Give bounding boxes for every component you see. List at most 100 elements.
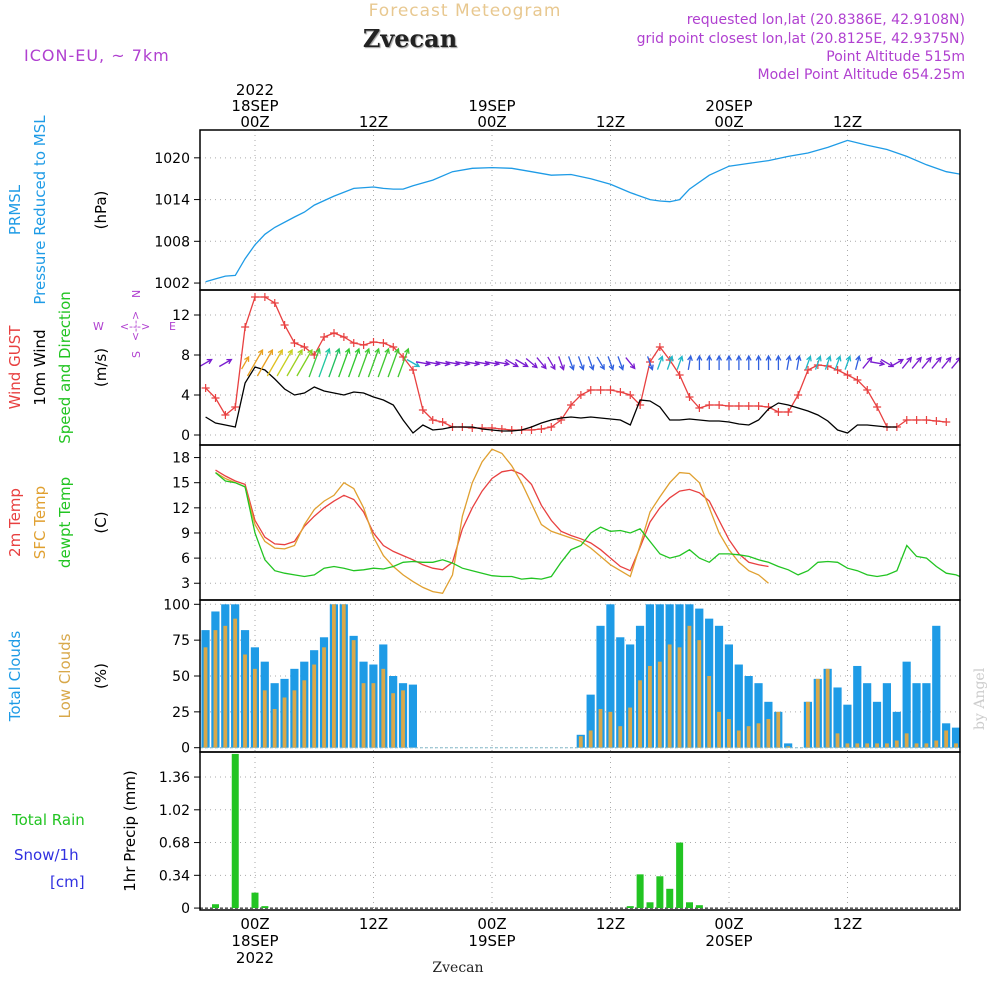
station-title: Zvecan <box>363 24 457 53</box>
y-tick-label: 4 <box>181 388 190 404</box>
wind-direction-arrow <box>795 354 802 371</box>
bar-total-cloud <box>596 625 605 748</box>
y-tick-label: 0.68 <box>159 836 190 852</box>
bar-low-cloud <box>391 693 396 748</box>
panel-temperature: 3 6 9 12 15 18 2m Temp SFC Temp dewpt Temp (C) <box>6 444 961 601</box>
bar-low-cloud <box>361 683 366 748</box>
compass-icon: N S W E <---><---> <box>93 290 176 358</box>
wind-direction-arrow <box>745 354 752 370</box>
gust-marker <box>488 424 496 432</box>
bar-low-cloud <box>904 733 909 748</box>
bar-rain <box>666 888 674 909</box>
panel-label-line: Low Clouds <box>56 633 74 718</box>
bar-low-cloud <box>351 640 356 748</box>
bar-low-cloud <box>865 743 870 748</box>
gust-marker <box>260 293 269 301</box>
panel-frame <box>199 129 961 291</box>
wind-direction-arrow <box>625 357 636 370</box>
wind-direction-arrow <box>525 358 538 369</box>
y-tick-label: 6 <box>181 551 190 567</box>
bar-low-cloud <box>776 711 781 748</box>
gust-marker <box>794 391 803 399</box>
wind-direction-arrow <box>870 360 886 367</box>
bottom-time-label: 12Z <box>359 915 388 933</box>
series-line-dewpt <box>215 472 960 580</box>
bar-low-cloud <box>657 661 662 748</box>
gust-marker <box>576 391 585 399</box>
gust-marker <box>428 416 437 424</box>
y-tick-label: 8 <box>181 348 190 364</box>
bar-total-cloud <box>912 683 921 748</box>
series-line-gust <box>205 296 947 431</box>
wind-direction-arrow <box>765 354 772 370</box>
gust-marker <box>330 329 338 337</box>
bar-low-cloud <box>648 665 652 748</box>
bar-rain <box>626 906 634 909</box>
bottom-time-label: 00Z <box>714 915 743 933</box>
wind-direction-arrow <box>308 347 321 378</box>
bar-low-cloud <box>253 668 257 748</box>
gust-marker <box>833 366 842 374</box>
bar-total-cloud <box>951 727 960 748</box>
bar-rain <box>656 876 664 909</box>
wind-direction-arrow <box>266 348 283 377</box>
bar-low-cloud <box>312 664 317 748</box>
y-tick-label: 50 <box>172 669 190 685</box>
plot-area <box>194 604 960 749</box>
bar-low-cloud <box>875 743 879 748</box>
wind-direction-arrow <box>716 354 723 370</box>
bar-rain <box>676 842 684 909</box>
y-tick-label: 1008 <box>154 234 190 250</box>
bar-low-cloud <box>727 719 731 748</box>
gust-marker <box>586 386 595 394</box>
precip-snow-unit: [cm] <box>50 873 85 891</box>
gust-marker <box>300 343 309 351</box>
wind-direction-arrow <box>726 354 732 370</box>
panel-wind: 0 4 8 12 Wind GUST 10m Wind Speed and Directio… <box>6 289 961 446</box>
y-tick-label: 100 <box>163 597 190 613</box>
gust-marker <box>547 423 556 431</box>
bottom-time-label: 12Z <box>596 915 625 933</box>
gust-marker <box>241 323 250 331</box>
y-tick-label: 9 <box>181 526 190 542</box>
gust-marker <box>409 366 417 374</box>
gust-marker <box>557 416 566 424</box>
bottom-time-label: 18SEP <box>231 932 278 950</box>
gust-marker <box>744 402 753 410</box>
bar-low-cloud <box>924 743 929 748</box>
top-time-label: 12Z <box>359 113 388 131</box>
gust-marker <box>754 402 763 410</box>
wind-direction-arrow <box>941 356 952 369</box>
bar-total-cloud <box>586 694 595 748</box>
bar-low-cloud <box>914 743 919 748</box>
gust-marker <box>339 333 348 341</box>
wind-direction-arrow <box>911 356 922 369</box>
bar-rain <box>212 904 219 909</box>
bar-low-cloud <box>736 730 741 748</box>
bar-low-cloud <box>885 743 889 748</box>
bar-low-cloud <box>806 701 810 748</box>
wind-direction-arrow <box>397 347 410 378</box>
gust-marker <box>784 408 793 416</box>
bottom-time-label: 2022 <box>236 949 274 967</box>
gust-marker <box>734 402 743 410</box>
bar-low-cloud <box>194 644 198 747</box>
plot-area <box>205 139 960 283</box>
wind-direction-arrow <box>901 356 913 369</box>
gust-marker <box>922 416 931 424</box>
top-time-label: 00Z <box>240 113 269 131</box>
gust-marker <box>774 408 783 416</box>
bar-low-cloud <box>598 708 603 748</box>
gust-marker <box>320 333 329 341</box>
bar-low-cloud <box>282 697 287 748</box>
bar-low-cloud <box>677 647 682 748</box>
y-tick-label: 1.36 <box>159 770 190 786</box>
y-tick-label: 1014 <box>154 193 190 209</box>
compass-e: E <box>169 320 176 333</box>
precip-unit-label: 1hr Precip (mm) <box>121 770 139 891</box>
gust-marker <box>379 339 388 347</box>
watermark: by Angel <box>972 667 988 730</box>
panel-label-line: 10m Wind <box>31 329 49 405</box>
